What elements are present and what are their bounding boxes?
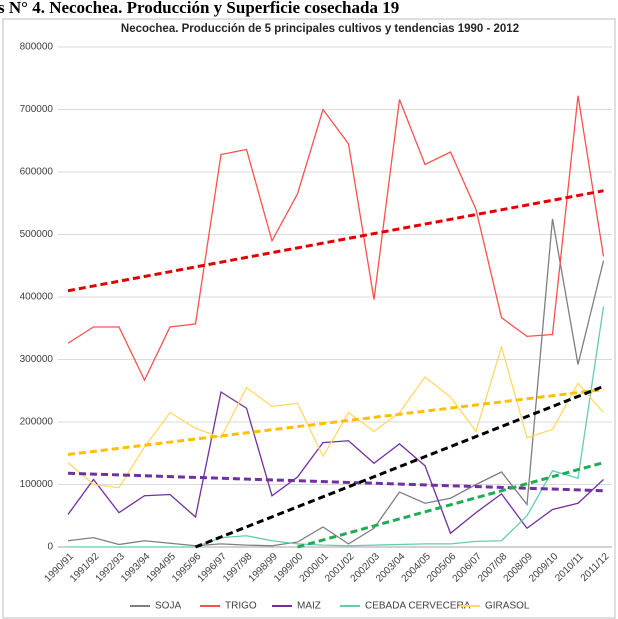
trend-line (67, 388, 604, 456)
series-line (67, 95, 605, 382)
series-line (68, 306, 605, 548)
y-tick-label: 700000 (20, 104, 54, 115)
trend-line (67, 471, 604, 493)
legend-label: GIRASOL (485, 601, 530, 612)
y-tick-label: 800000 (20, 42, 54, 53)
y-tick-label: 0 (47, 542, 53, 553)
x-tick-label: 2011/12 (579, 551, 612, 584)
y-tick-label: 200000 (20, 417, 54, 428)
legend-label: TRIGO (225, 601, 257, 612)
series-line (67, 390, 604, 535)
y-tick-label: 500000 (20, 229, 54, 240)
trend-line (67, 189, 604, 293)
series-line (67, 344, 604, 489)
y-tick-label: 600000 (20, 167, 54, 178)
page-heading: s N° 4. Necochea. Producción y Superfici… (0, 0, 399, 17)
trend-line (194, 384, 605, 549)
series-line (67, 218, 605, 547)
legend-label: MAIZ (297, 601, 321, 612)
trend-line (297, 461, 604, 549)
legend-label: CEBADA CERVECERA (365, 601, 471, 612)
y-tick-label: 400000 (20, 292, 54, 303)
legend-label: SOJA (155, 601, 181, 612)
chart-title: Necochea. Producción de 5 principales cu… (121, 23, 519, 35)
y-tick-label: 100000 (20, 479, 54, 490)
chart-frame (2, 18, 616, 619)
y-tick-label: 300000 (20, 354, 54, 365)
